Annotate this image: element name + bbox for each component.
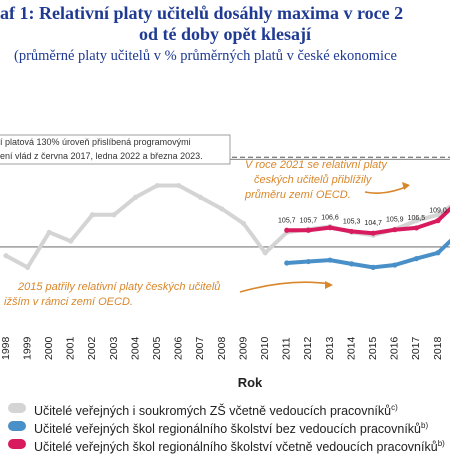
data-point [435,250,441,256]
x-tick-label: 2016 [389,336,401,360]
x-tick-label: 1999 [21,336,33,360]
data-point [25,264,31,270]
data-point [89,212,95,218]
data-point [284,227,290,233]
legend-label: Učitelé veřejných škol regionálního škol… [34,439,445,455]
data-point [305,227,311,233]
x-axis-label: Rok [238,375,263,390]
x-tick-label: 2013 [324,336,336,360]
chart-subtitle: (průměrné platy učitelů v % průměrných p… [14,48,397,64]
reference-note-line-1: í platová 130% úroveň přislíbená program… [0,137,191,147]
series-line-1 [284,238,450,270]
data-label: 105,3 [343,218,361,225]
annotation-oecd-2015-line-2: ižším v rámci zemí OECD. [4,296,133,308]
data-point [133,194,139,200]
x-tick-label: 2010 [259,336,271,360]
annotation-arrow-2015 [239,281,331,293]
annotation-oecd-2021-line-1: V roce 2021 se relativní platy [245,159,388,171]
x-tick-label: 2009 [237,336,249,360]
x-tick-label: 2011 [281,337,293,360]
data-point [370,264,376,270]
data-point [349,261,355,267]
data-point [219,206,225,212]
legend-swatch-pink [8,439,26,449]
annotation-arrowhead-2015 [325,281,333,289]
data-label: 105,9 [386,217,404,224]
x-tick-label: 2003 [108,336,120,360]
legend-swatch-gray [8,403,26,413]
data-point [327,225,333,231]
x-tick-label: 2001 [65,336,77,360]
annotation-oecd-2021-line-3: průměru zemí OECD. [244,189,351,201]
data-point [413,225,419,231]
x-tick-label: 2000 [43,336,55,360]
series-line-0 [4,183,450,270]
data-point [176,182,182,189]
x-tick-label: 2017 [410,336,422,360]
x-tick-label: 2012 [302,336,314,360]
data-label: 105,7 [300,217,318,224]
chart-title-line-2: od té doby opět klesají [138,24,311,44]
reference-note-box [0,134,231,165]
data-point [3,253,9,259]
legend-label: Učitelé veřejných i soukromých ZŠ včetně… [34,403,398,419]
data-label: 104,7 [364,220,382,227]
x-tick-label: 2006 [173,336,185,360]
data-point [197,194,203,200]
data-point [327,257,333,263]
data-point [284,260,290,266]
data-point [435,212,441,218]
data-label: 105,7 [278,217,296,224]
data-point [435,218,441,224]
annotation-oecd-2021-line-2: českých učitelů přiblížily [254,174,373,186]
data-label: 106,6 [321,215,339,222]
x-tick-label: 2007 [194,336,206,360]
data-point [349,228,355,235]
data-label: 106,5 [408,215,426,222]
data-point [241,220,247,227]
annotation-arrow-2021 [364,185,409,194]
legend-swatch-blue [8,421,26,431]
x-tick-label: 2005 [151,336,163,360]
data-point [154,182,160,189]
x-tick-label: 2015 [367,336,379,360]
x-tick-label: 2018 [432,336,444,360]
series-line-2 [284,206,450,236]
data-point [305,258,311,265]
x-tick-label: 2008 [216,336,228,360]
data-point [370,230,376,236]
x-tick-label: 1998 [0,336,12,360]
reference-note-line-2: ení vlád z června 2017, ledna 2022 a bře… [0,151,203,161]
annotation-oecd-2015-line-1: 2015 patřily relativní platy českých uči… [17,281,220,293]
data-point [46,229,52,235]
data-point [392,227,398,233]
data-point [111,212,117,218]
data-point [392,262,398,268]
chart-title-line-1: raf 1: Relativní platy učitelů dosáhly m… [0,3,404,23]
data-point [413,218,419,224]
data-point [413,256,419,262]
data-label: 109,0 [429,208,447,215]
data-point [262,250,268,256]
annotation-arrowhead-2021 [402,182,410,190]
legend-label: Učitelé veřejných škol regionálního škol… [34,421,429,437]
x-tick-label: 2004 [129,336,141,360]
x-tick-label: 2014 [345,336,357,360]
data-point [68,238,74,244]
x-tick-label: 2002 [86,336,98,360]
